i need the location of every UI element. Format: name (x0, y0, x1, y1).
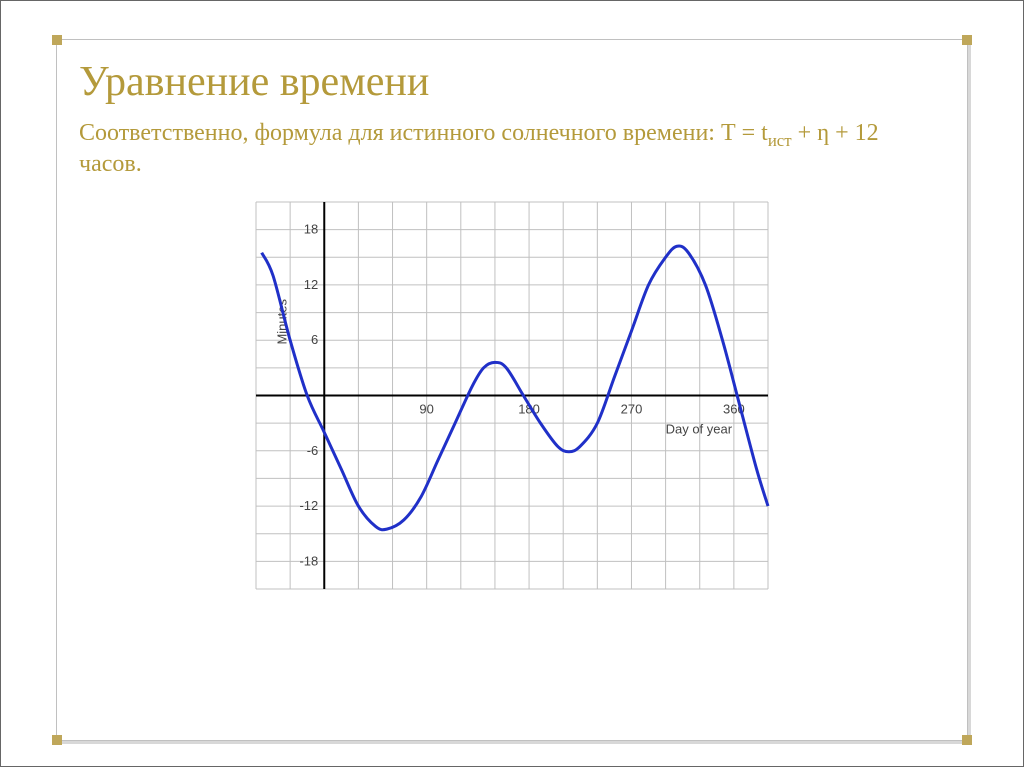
svg-text:Day of year: Day of year (666, 421, 733, 436)
equation-of-time-chart: 18126-6-12-1890180270360MinutesDay of ye… (252, 198, 772, 593)
corner-decor (962, 735, 972, 745)
svg-text:-18: -18 (299, 553, 318, 568)
svg-text:18: 18 (304, 221, 318, 236)
corner-decor (962, 35, 972, 45)
slide-title: Уравнение времени (79, 58, 945, 106)
corner-decor (52, 35, 62, 45)
corner-decor (52, 735, 62, 745)
svg-text:12: 12 (304, 277, 318, 292)
svg-text:270: 270 (621, 401, 643, 416)
chart-container: 18126-6-12-1890180270360MinutesDay of ye… (79, 198, 945, 593)
svg-text:-12: -12 (299, 498, 318, 513)
svg-text:90: 90 (419, 401, 433, 416)
equation-of-time-curve (262, 246, 768, 530)
svg-text:-6: -6 (307, 443, 319, 458)
slide-frame: Уравнение времени Соответственно, формул… (56, 39, 968, 741)
slide-subtitle: Соответственно, формула для истинного со… (79, 120, 945, 178)
svg-text:6: 6 (311, 332, 318, 347)
